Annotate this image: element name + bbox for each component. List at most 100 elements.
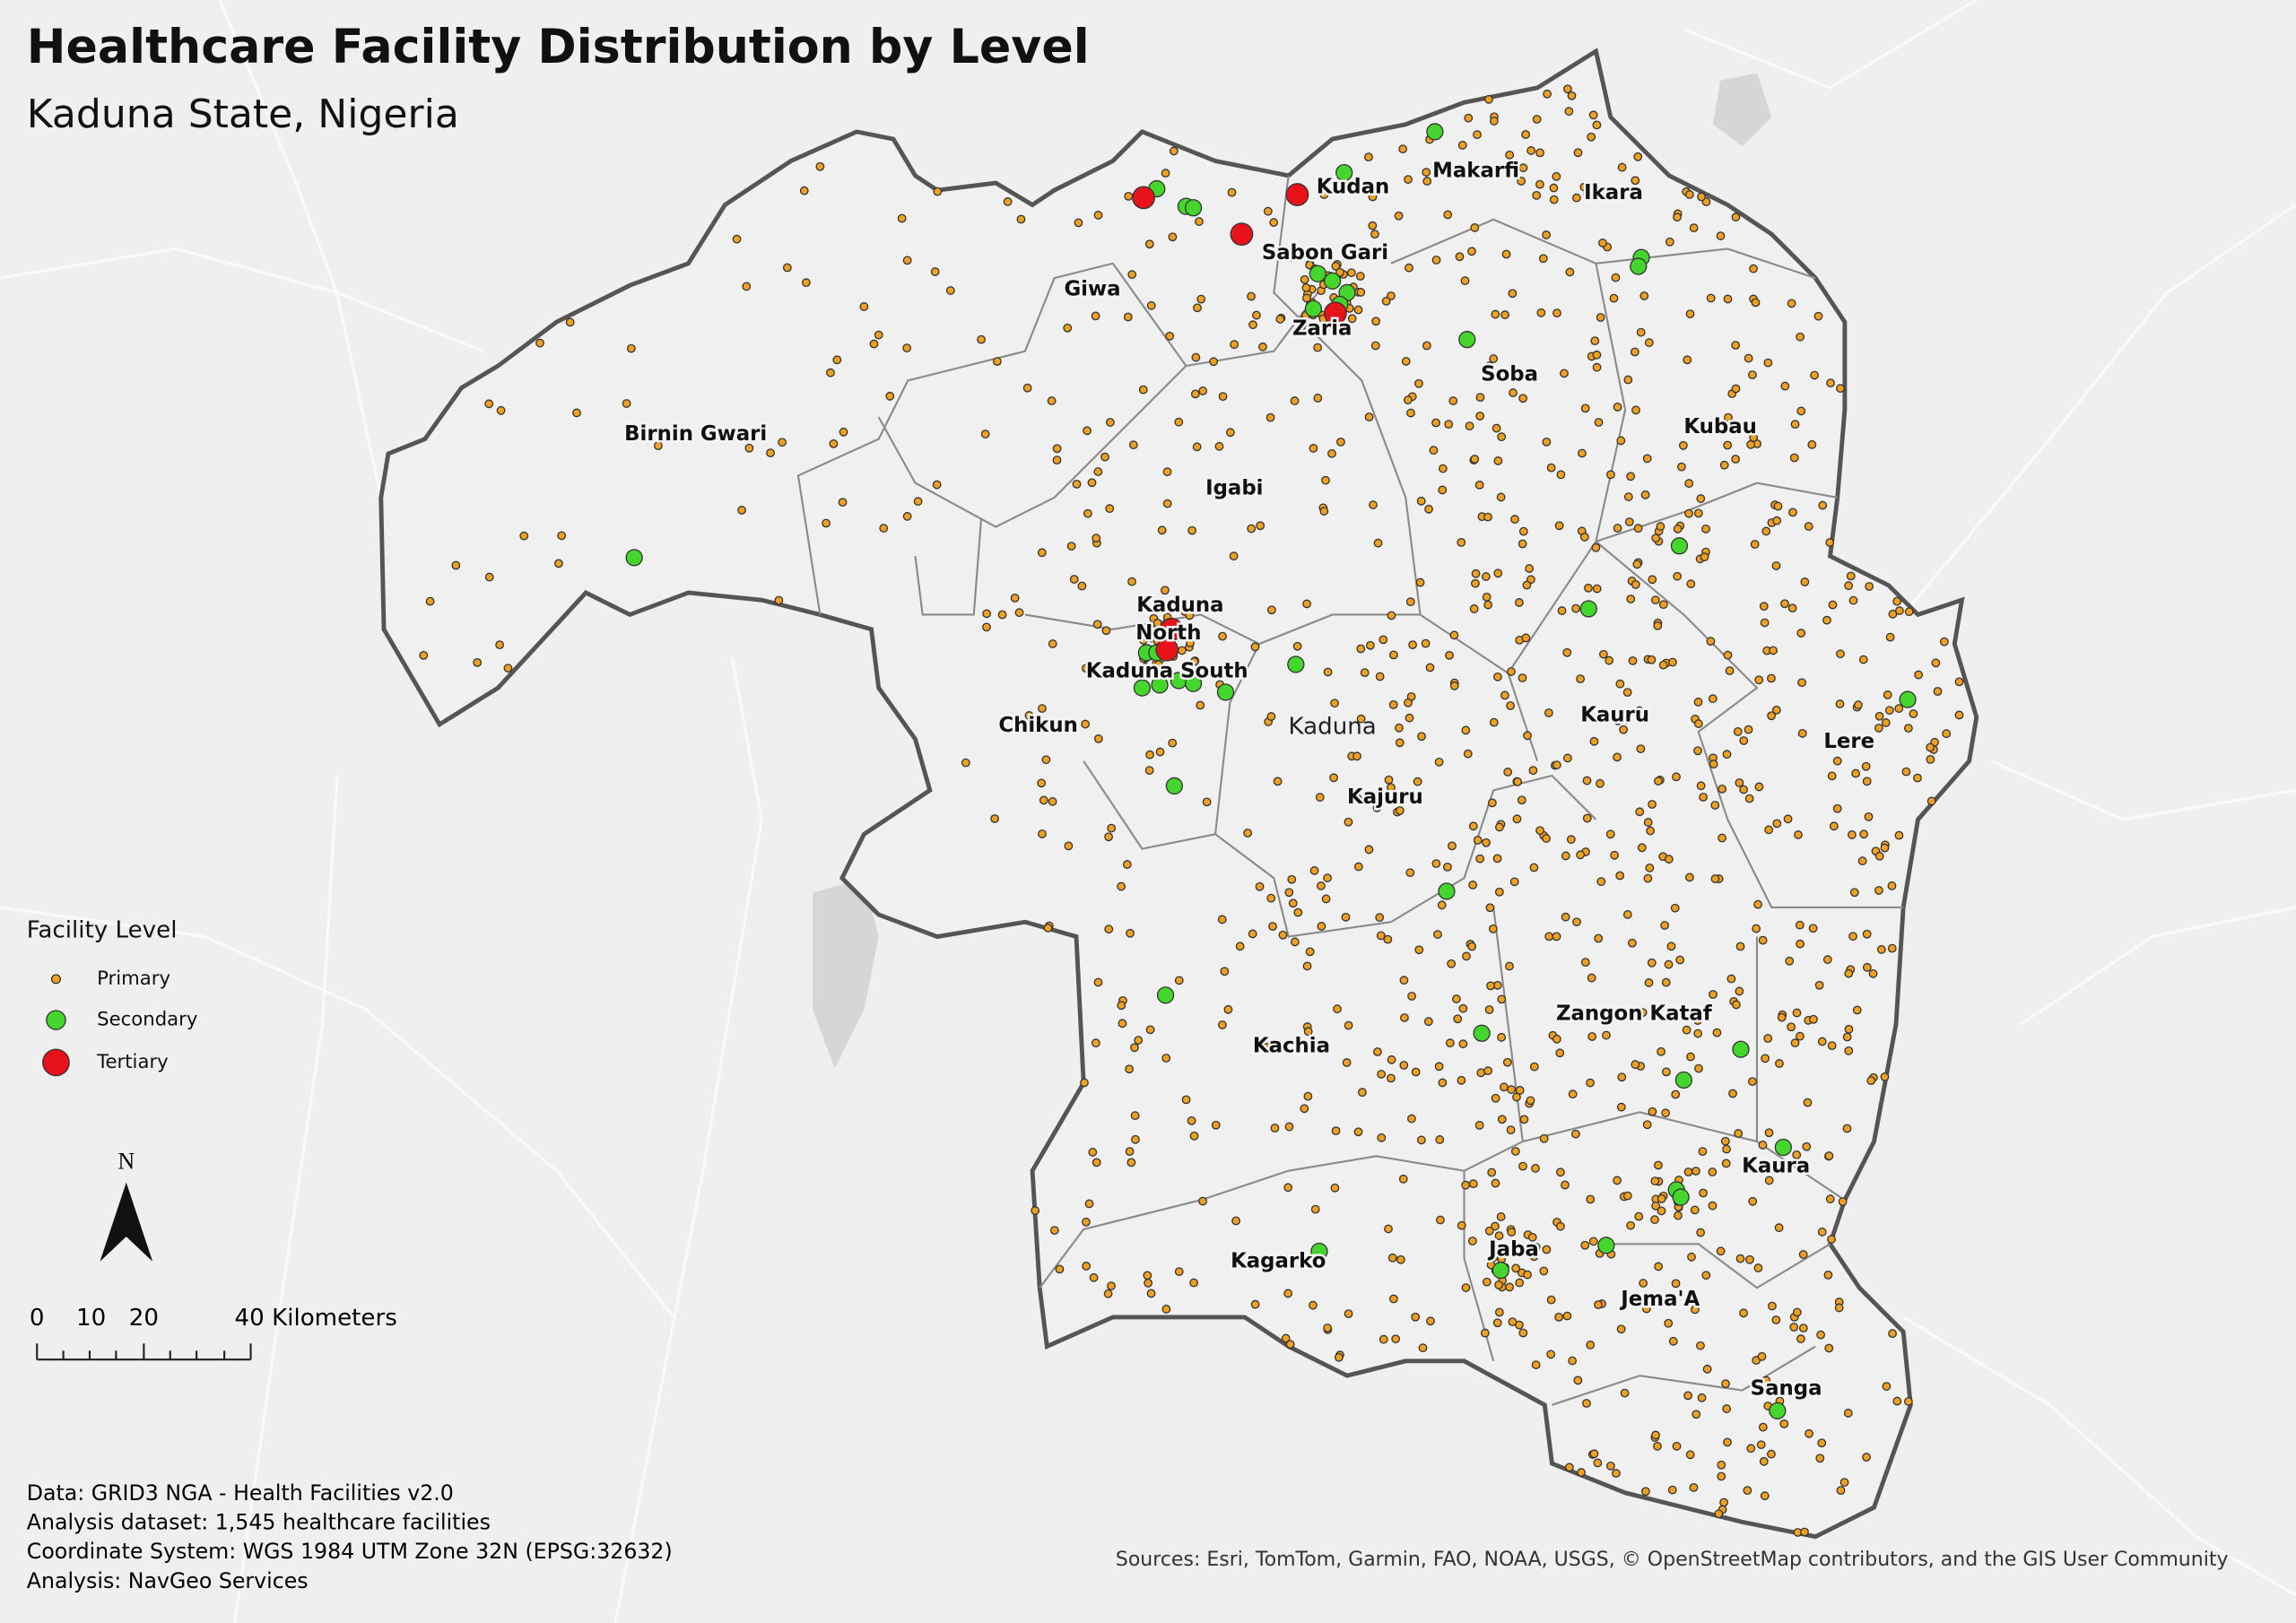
- primary-facility: [1693, 719, 1703, 728]
- primary-facility: [1464, 113, 1474, 123]
- primary-facility: [1654, 777, 1663, 785]
- primary-facility: [742, 282, 752, 291]
- lga-boundary: [1610, 1243, 1831, 1289]
- primary-facility: [1287, 874, 1297, 884]
- primary-facility: [1403, 395, 1413, 404]
- primary-facility: [1014, 608, 1024, 618]
- primary-facility: [832, 355, 842, 365]
- secondary-facility: [1133, 679, 1152, 697]
- primary-facility: [1605, 655, 1614, 665]
- primary-facility: [1626, 595, 1636, 603]
- primary-facility: [1822, 615, 1831, 625]
- primary-facility: [1024, 711, 1034, 720]
- primary-facility: [1573, 1376, 1583, 1385]
- primary-facility: [1722, 750, 1732, 759]
- primary-facility: [1587, 1012, 1597, 1022]
- primary-facility: [1790, 420, 1800, 430]
- primary-facility: [1535, 826, 1544, 836]
- primary-facility: [1710, 874, 1720, 883]
- primary-facility: [1391, 1334, 1401, 1344]
- primary-facility: [1664, 855, 1674, 864]
- primary-facility: [1104, 924, 1114, 934]
- primary-facility: [1317, 922, 1326, 931]
- primary-facility: [1084, 1199, 1094, 1209]
- primary-facility: [1082, 1262, 1091, 1271]
- lga-label: Soba: [1481, 362, 1538, 386]
- primary-facility: [1827, 1041, 1837, 1051]
- primary-facility: [1168, 232, 1178, 242]
- primary-facility: [1648, 575, 1657, 585]
- primary-facility: [1376, 931, 1386, 941]
- primary-facility: [1252, 310, 1261, 320]
- primary-facility: [535, 338, 544, 348]
- primary-facility: [1862, 1453, 1871, 1462]
- primary-facility: [1461, 1283, 1471, 1292]
- primary-facility: [1813, 311, 1823, 321]
- primary-facility: [1177, 646, 1187, 655]
- primary-facility: [1169, 146, 1178, 156]
- lga-label: Kudan: [1317, 175, 1390, 198]
- primary-facility: [1694, 1063, 1703, 1073]
- primary-facility: [1752, 924, 1761, 933]
- primary-facility: [1346, 268, 1356, 278]
- primary-facility: [1641, 1487, 1650, 1497]
- primary-facility: [1353, 1127, 1363, 1137]
- state-boundary: [378, 48, 1979, 1540]
- primary-facility: [1189, 1278, 1198, 1288]
- primary-facility: [1487, 1167, 1497, 1177]
- primary-facility: [1052, 456, 1062, 465]
- lga-label: Chikun: [998, 714, 1078, 737]
- primary-facility: [1580, 404, 1590, 413]
- primary-facility: [1802, 1141, 1812, 1151]
- primary-facility: [1544, 932, 1554, 942]
- primary-facility: [1772, 516, 1782, 525]
- primary-facility: [1587, 1032, 1597, 1041]
- primary-facility: [1753, 899, 1762, 909]
- primary-facility: [1463, 749, 1473, 759]
- primary-facility: [1563, 84, 1572, 94]
- primary-facility: [1131, 1134, 1140, 1144]
- note: Data: GRID3 NGA - Health Facilities v2.0: [27, 1480, 454, 1506]
- primary-facility: [1693, 508, 1703, 518]
- primary-facility: [1562, 1311, 1572, 1321]
- primary-facility: [1404, 175, 1413, 184]
- primary-facility: [1685, 309, 1695, 318]
- primary-facility: [1258, 342, 1267, 352]
- primary-facility: [1087, 478, 1097, 488]
- primary-facility: [1599, 649, 1608, 659]
- primary-facility: [1750, 540, 1760, 549]
- primary-facility: [1323, 667, 1333, 677]
- primary-facility: [1772, 819, 1782, 829]
- primary-facility: [1038, 829, 1047, 838]
- primary-facility: [1789, 1323, 1799, 1332]
- primary-facility: [1693, 698, 1703, 707]
- primary-facility: [1510, 515, 1519, 524]
- primary-facility: [1561, 1180, 1570, 1190]
- primary-facility: [1438, 485, 1448, 495]
- legend-title: Facility Level: [27, 917, 178, 944]
- primary-facility: [1706, 293, 1716, 303]
- primary-facility: [1482, 838, 1491, 847]
- primary-facility: [1157, 525, 1167, 535]
- secondary-facility: [1670, 537, 1689, 555]
- primary-facility: [1787, 603, 1797, 613]
- primary-facility: [1408, 640, 1417, 649]
- primary-facility: [1725, 666, 1735, 675]
- primary-facility: [1162, 499, 1172, 508]
- primary-facility: [1509, 388, 1518, 397]
- primary-facility: [1744, 725, 1753, 734]
- primary-facility: [1225, 428, 1235, 438]
- primary-facility: [1774, 1223, 1784, 1233]
- primary-facility: [1508, 289, 1518, 299]
- primary-facility: [1161, 1054, 1171, 1063]
- primary-facility: [1904, 607, 1914, 617]
- primary-facility: [839, 427, 848, 437]
- primary-facility: [1764, 825, 1774, 835]
- legend-symbol: [46, 1010, 66, 1030]
- primary-facility: [1779, 1419, 1789, 1428]
- primary-facility: [1744, 794, 1754, 803]
- primary-facility: [451, 560, 461, 570]
- primary-facility: [1416, 496, 1426, 506]
- secondary-facility: [1184, 674, 1203, 692]
- primary-facility: [1400, 1013, 1409, 1022]
